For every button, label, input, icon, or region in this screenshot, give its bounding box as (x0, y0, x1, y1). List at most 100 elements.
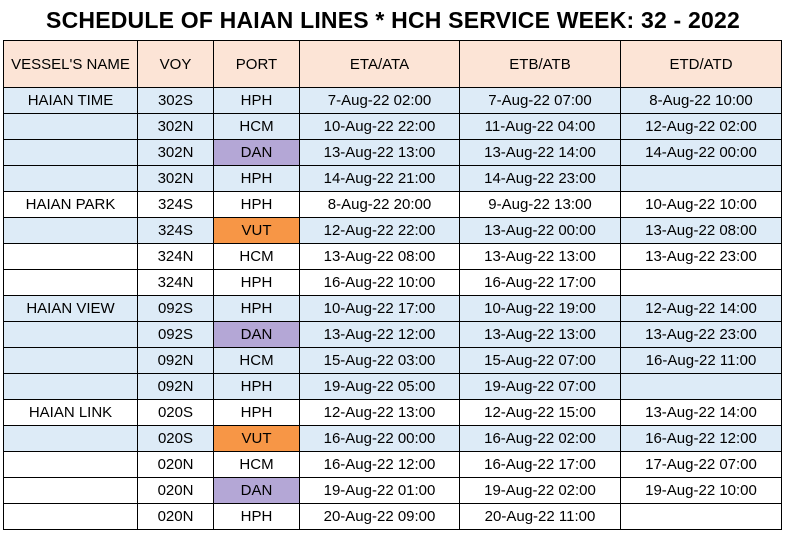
cell-etb: 19-Aug-22 07:00 (459, 373, 621, 400)
cell-etd: 10-Aug-22 10:00 (620, 191, 782, 218)
table-row: 302N HCM 10-Aug-22 22:00 11-Aug-22 04:00 12-… (3, 113, 782, 140)
cell-etb: 15-Aug-22 07:00 (459, 347, 621, 374)
cell-etb: 13-Aug-22 13:00 (459, 321, 621, 348)
cell-voy: 324N (137, 269, 214, 296)
cell-vessel (3, 321, 138, 348)
cell-port: HCM (213, 113, 300, 140)
header-row: VESSEL'S NAME VOY PORT ETA/ATA ETB/ATB E… (3, 40, 782, 88)
cell-port: HPH (213, 373, 300, 400)
cell-vessel (3, 113, 138, 140)
cell-etb: 13-Aug-22 14:00 (459, 139, 621, 166)
header-vessel: VESSEL'S NAME (3, 40, 138, 88)
cell-voy: 092N (137, 373, 214, 400)
cell-etd: 13-Aug-22 08:00 (620, 217, 782, 244)
cell-etd (620, 373, 782, 400)
cell-etd: 12-Aug-22 02:00 (620, 113, 782, 140)
cell-eta: 13-Aug-22 08:00 (299, 243, 460, 270)
cell-port: HCM (213, 451, 300, 478)
cell-voy: 302N (137, 165, 214, 192)
cell-eta: 15-Aug-22 03:00 (299, 347, 460, 374)
cell-vessel (3, 217, 138, 244)
cell-voy: 020S (137, 399, 214, 426)
cell-voy: 302N (137, 113, 214, 140)
cell-eta: 8-Aug-22 20:00 (299, 191, 460, 218)
cell-port: VUT (213, 217, 300, 244)
cell-vessel (3, 269, 138, 296)
cell-etb: 16-Aug-22 17:00 (459, 269, 621, 296)
cell-eta: 16-Aug-22 12:00 (299, 451, 460, 478)
cell-eta: 16-Aug-22 10:00 (299, 269, 460, 296)
cell-eta: 7-Aug-22 02:00 (299, 87, 460, 114)
cell-etb: 13-Aug-22 00:00 (459, 217, 621, 244)
table-row: 302N DAN 13-Aug-22 13:00 13-Aug-22 14:00 14-… (3, 139, 782, 166)
cell-etd: 12-Aug-22 14:00 (620, 295, 782, 322)
cell-port: HPH (213, 295, 300, 322)
cell-etd: 16-Aug-22 11:00 (620, 347, 782, 374)
table-row: 092N HCM 15-Aug-22 03:00 15-Aug-22 07:00 16-… (3, 347, 782, 374)
cell-vessel (3, 165, 138, 192)
table-row: HAIAN PARK 324S HPH 8-Aug-22 20:00 9-Aug-22 … (3, 191, 782, 218)
cell-port: DAN (213, 321, 300, 348)
cell-voy: 324S (137, 191, 214, 218)
cell-eta: 19-Aug-22 05:00 (299, 373, 460, 400)
header-etd: ETD/ATD (620, 40, 782, 88)
cell-eta: 12-Aug-22 13:00 (299, 399, 460, 426)
cell-vessel (3, 503, 138, 530)
cell-port: VUT (213, 425, 300, 452)
cell-voy: 302S (137, 87, 214, 114)
cell-vessel: HAIAN PARK (3, 191, 138, 218)
cell-etd: 13-Aug-22 23:00 (620, 321, 782, 348)
cell-port: HCM (213, 243, 300, 270)
cell-vessel: HAIAN LINK (3, 399, 138, 426)
table-row: HAIAN LINK 020S HPH 12-Aug-22 13:00 12-Aug-2… (3, 399, 782, 426)
cell-voy: 324N (137, 243, 214, 270)
cell-voy: 020N (137, 503, 214, 530)
cell-etb: 11-Aug-22 04:00 (459, 113, 621, 140)
cell-voy: 020N (137, 451, 214, 478)
cell-voy: 092N (137, 347, 214, 374)
cell-eta: 13-Aug-22 12:00 (299, 321, 460, 348)
cell-vessel (3, 139, 138, 166)
cell-etb: 7-Aug-22 07:00 (459, 87, 621, 114)
cell-etb: 14-Aug-22 23:00 (459, 165, 621, 192)
header-etb: ETB/ATB (459, 40, 621, 88)
header-voy: VOY (137, 40, 214, 88)
cell-port: HPH (213, 269, 300, 296)
table-row: 020N HPH 20-Aug-22 09:00 20-Aug-22 11:00 (3, 503, 782, 530)
cell-eta: 10-Aug-22 17:00 (299, 295, 460, 322)
cell-voy: 092S (137, 321, 214, 348)
cell-vessel (3, 451, 138, 478)
cell-etd: 17-Aug-22 07:00 (620, 451, 782, 478)
cell-vessel: HAIAN TIME (3, 87, 138, 114)
cell-voy: 302N (137, 139, 214, 166)
header-eta: ETA/ATA (299, 40, 460, 88)
cell-etb: 16-Aug-22 17:00 (459, 451, 621, 478)
cell-vessel (3, 477, 138, 504)
table-row: HAIAN TIME 302S HPH 7-Aug-22 02:00 7-Aug-22 … (3, 87, 782, 114)
cell-etb: 9-Aug-22 13:00 (459, 191, 621, 218)
cell-etb: 16-Aug-22 02:00 (459, 425, 621, 452)
cell-etd (620, 165, 782, 192)
cell-port: HPH (213, 503, 300, 530)
cell-etd (620, 269, 782, 296)
cell-eta: 20-Aug-22 09:00 (299, 503, 460, 530)
cell-voy: 020S (137, 425, 214, 452)
table-row: 020N HCM 16-Aug-22 12:00 16-Aug-22 17:00 17-… (3, 451, 782, 478)
cell-port: HPH (213, 87, 300, 114)
table-row: HAIAN VIEW 092S HPH 10-Aug-22 17:00 10-Aug-2… (3, 295, 782, 322)
cell-etd: 19-Aug-22 10:00 (620, 477, 782, 504)
cell-etd: 14-Aug-22 00:00 (620, 139, 782, 166)
cell-etb: 12-Aug-22 15:00 (459, 399, 621, 426)
cell-eta: 13-Aug-22 13:00 (299, 139, 460, 166)
cell-eta: 12-Aug-22 22:00 (299, 217, 460, 244)
table-row: 020N DAN 19-Aug-22 01:00 19-Aug-22 02:00 19-… (3, 477, 782, 504)
page-title: SCHEDULE OF HAIAN LINES * HCH SERVICE WE… (46, 7, 740, 33)
cell-vessel: HAIAN VIEW (3, 295, 138, 322)
cell-port: DAN (213, 477, 300, 504)
cell-etb: 19-Aug-22 02:00 (459, 477, 621, 504)
schedule-table: VESSEL'S NAME VOY PORT ETA/ATA ETB/ATB E… (3, 40, 782, 530)
cell-port: DAN (213, 139, 300, 166)
cell-vessel (3, 425, 138, 452)
table-row: 092N HPH 19-Aug-22 05:00 19-Aug-22 07:00 (3, 373, 782, 400)
cell-eta: 14-Aug-22 21:00 (299, 165, 460, 192)
